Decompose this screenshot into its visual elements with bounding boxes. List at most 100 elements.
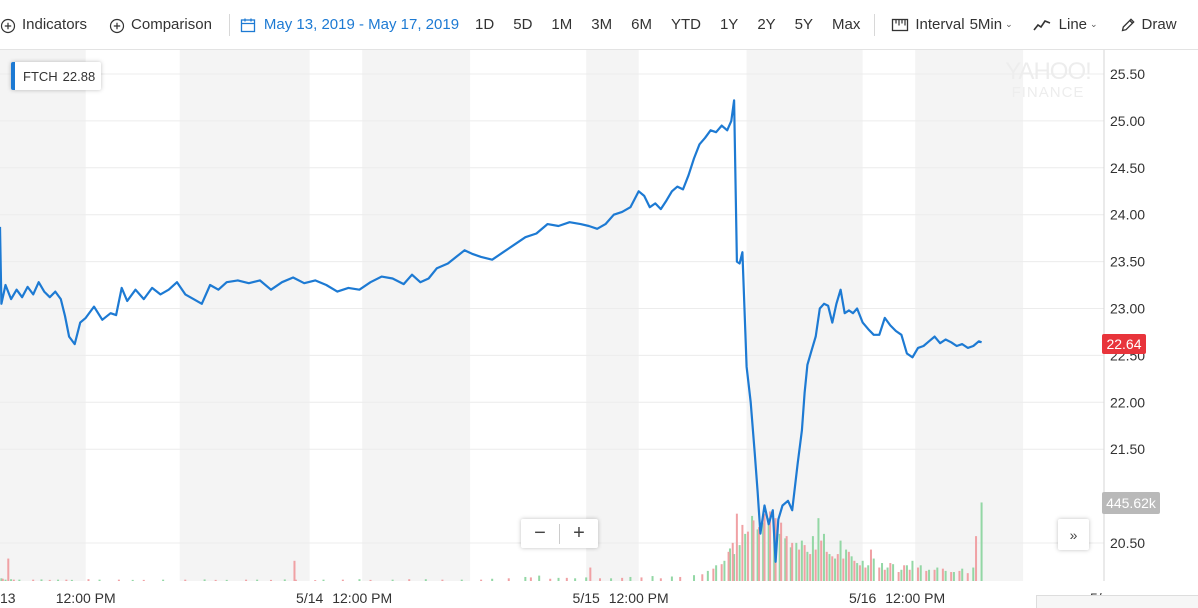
volume-bar-up	[911, 560, 914, 581]
session-band	[746, 50, 863, 581]
volume-bar-down	[599, 578, 602, 581]
session-band	[0, 50, 86, 581]
volume-bar-up	[839, 540, 842, 581]
legend-value: 22.88	[62, 68, 96, 84]
chevron-down-icon: ⌄	[1005, 19, 1013, 29]
volume-bar-down	[549, 578, 552, 581]
zoom-out-button[interactable]: −	[534, 522, 546, 544]
volume-bar-up	[524, 576, 527, 581]
date-range-label: May 13, 2019 - May 17, 2019	[263, 16, 460, 33]
range-2y-button[interactable]: 2Y	[757, 16, 776, 33]
volume-bar-down	[820, 540, 823, 581]
volume-bar-up	[751, 515, 754, 581]
volume-bar-down	[621, 577, 624, 581]
volume-bar-up	[817, 518, 820, 581]
x-tick-label: 5/16	[849, 590, 876, 606]
volume-bar-down	[720, 564, 723, 581]
volume-bar-up	[944, 570, 947, 581]
x-tick-label: 13	[0, 590, 16, 606]
volume-bar-up	[961, 568, 964, 581]
volume-bar-down	[269, 579, 272, 581]
volume-bar-down	[825, 551, 828, 581]
range-buttons: 1D 5D 1M 3M 6M YTD 1Y 2Y 5Y Max	[475, 16, 860, 33]
volume-bar-down	[780, 522, 783, 581]
volume-bar-up	[789, 547, 792, 581]
volume-bar-down	[853, 560, 856, 581]
y-tick-label: 25.50	[1110, 66, 1145, 82]
volume-bar-down	[883, 569, 886, 581]
price-line	[0, 99, 982, 563]
volume-bar-down	[727, 551, 730, 581]
range-6m-button[interactable]: 6M	[631, 16, 652, 33]
volume-bar-up	[767, 518, 770, 581]
volume-bar-up	[557, 577, 560, 581]
volume-bar-up	[629, 576, 632, 581]
volume-bar-down	[293, 560, 296, 581]
zoom-in-button[interactable]: +	[573, 522, 585, 544]
volume-bar-down	[925, 570, 928, 581]
zoom-divider	[559, 523, 560, 544]
range-5d-button[interactable]: 5D	[513, 16, 533, 33]
volume-bar-down	[903, 565, 906, 581]
draw-button[interactable]: Draw	[1120, 16, 1177, 33]
volume-bar-down	[1, 578, 4, 581]
range-1d-button[interactable]: 1D	[475, 16, 495, 33]
volume-bar-up	[391, 579, 394, 581]
volume-bar-down	[798, 549, 801, 581]
y-axis-labels: 25.5025.0024.5024.0023.5023.0022.5022.00…	[1110, 66, 1145, 551]
more-button[interactable]: »	[1058, 519, 1089, 550]
y-tick-label: 24.50	[1110, 160, 1145, 176]
volume-bar-up	[867, 565, 870, 581]
volume-bar-down	[294, 579, 297, 581]
toolbar-divider	[228, 13, 230, 36]
volume-bar-down	[507, 578, 510, 581]
series-legend[interactable]: FTCH 22.88	[11, 62, 102, 90]
price-chart[interactable]: 25.5025.0024.5024.0023.5023.0022.5022.00…	[0, 50, 1198, 608]
series-color-swatch	[11, 62, 15, 90]
volume-bar-down	[785, 536, 788, 581]
x-tick-label: 5/14	[296, 590, 323, 606]
volume-bar-down	[369, 579, 372, 581]
range-1y-button[interactable]: 1Y	[719, 16, 739, 33]
volume-bar-down	[679, 576, 682, 581]
volume-bar-down	[975, 536, 978, 581]
volume-bar-up	[225, 579, 228, 581]
volume-bar-up	[892, 564, 895, 581]
chart-type-dropdown[interactable]: Line ⌄	[1033, 16, 1098, 33]
volume-bar-down	[889, 563, 892, 581]
volume-bar-down	[809, 554, 812, 581]
range-3m-button[interactable]: 3M	[591, 16, 613, 33]
volume-bar-up	[256, 579, 259, 581]
volume-bar-down	[966, 573, 969, 581]
pencil-icon	[1121, 17, 1135, 31]
y-tick-label: 23.00	[1110, 301, 1145, 317]
zoom-controls: − +	[521, 519, 598, 548]
comparison-button[interactable]: Comparison	[109, 16, 212, 34]
watermark-line2: FINANCE	[1011, 84, 1085, 101]
volume-bar-up	[952, 572, 955, 581]
volume-bar-down	[791, 542, 794, 581]
volume-bar-up	[610, 578, 613, 581]
volume-bar-down	[858, 565, 861, 581]
date-range-picker[interactable]: May 13, 2019 - May 17, 2019	[240, 16, 459, 33]
volume-bar-up	[131, 579, 134, 581]
volume-bar-down	[757, 527, 760, 581]
session-band	[362, 50, 471, 581]
indicators-button[interactable]: Indicators	[0, 16, 87, 34]
volume-bar-down	[640, 577, 643, 581]
volume-bar-down	[803, 545, 806, 581]
x-tick-label: 12:00 PM	[885, 590, 945, 606]
volume-bar-down	[814, 549, 817, 581]
volume-bar-up	[738, 545, 741, 581]
range-ytd-button[interactable]: YTD	[670, 16, 701, 33]
volume-bar-up	[919, 565, 922, 581]
interval-dropdown[interactable]: Interval 5Min ⌄	[891, 16, 1013, 33]
range-1m-button[interactable]: 1M	[551, 16, 573, 33]
volume-bar-down	[933, 569, 936, 581]
range-5y-button[interactable]: 5Y	[794, 16, 814, 33]
volume-bar-up	[845, 549, 848, 581]
volume-bar-down	[142, 579, 145, 581]
range-max-button[interactable]: Max	[832, 16, 861, 33]
volume-bar-down	[897, 572, 900, 581]
volume-bar-up	[98, 579, 101, 581]
